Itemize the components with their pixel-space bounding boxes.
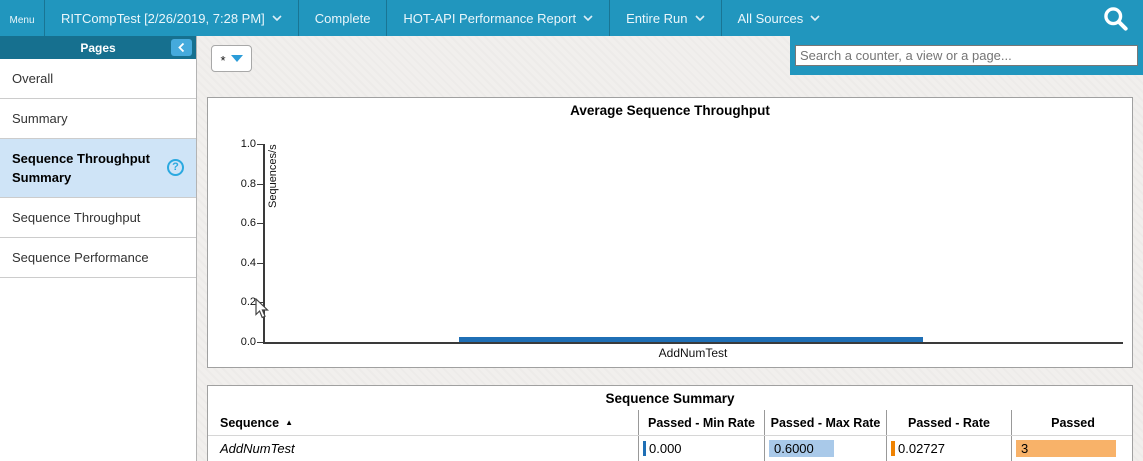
report-type-label: HOT-API Performance Report <box>403 10 577 26</box>
y-tick-label: 0.0 <box>240 336 256 348</box>
report-type-selector[interactable]: HOT-API Performance Report <box>386 0 609 36</box>
y-tick-mark <box>257 223 263 225</box>
sort-ascending-icon: ▲ <box>285 418 293 427</box>
search-icon <box>1104 6 1128 31</box>
table-title: Sequence Summary <box>605 391 735 406</box>
rate-value: 0.02727 <box>898 441 945 456</box>
chevron-down-icon <box>694 15 705 21</box>
y-tick-mark <box>257 183 263 185</box>
sidebar-item-sequence-throughput[interactable]: Sequence Throughput <box>0 198 196 238</box>
filter-dropdown-button[interactable]: * <box>211 45 252 72</box>
report-selector[interactable]: RITCompTest [2/26/2019, 7:28 PM] <box>44 0 298 36</box>
sources-selector[interactable]: All Sources <box>720 0 837 36</box>
table-row[interactable]: AddNumTest 0.000 0.6000 0.02727 3 <box>208 436 1132 461</box>
y-tick-label: 0.4 <box>240 256 256 269</box>
cell-min-rate: 0.000 <box>638 436 764 461</box>
min-rate-bar <box>643 441 646 456</box>
search-input[interactable] <box>795 45 1138 66</box>
search-button[interactable] <box>1088 0 1143 36</box>
run-selector-label: Entire Run <box>626 10 688 26</box>
column-header-passed-min-rate[interactable]: Passed - Min Rate <box>638 410 764 435</box>
cell-sequence: AddNumTest <box>220 441 295 456</box>
y-axis-label: Sequences/s <box>267 144 279 208</box>
sidebar-item-label: Sequence Throughput Summary <box>12 151 150 185</box>
table-header-row: Sequence ▲ Passed - Min Rate Passed - Max… <box>208 410 1132 436</box>
column-label: Sequence <box>220 416 280 430</box>
sidebar-item-sequence-throughput-summary[interactable]: Sequence Throughput Summary ? <box>0 139 196 198</box>
chevron-down-icon <box>272 15 282 21</box>
chart-bar <box>459 337 923 342</box>
top-bar: Menu RITCompTest [2/26/2019, 7:28 PM] Co… <box>0 0 1143 36</box>
sequence-summary-panel: Sequence Summary Sequence ▲ Passed - Min … <box>207 385 1133 461</box>
report-selector-label: RITCompTest [2/26/2019, 7:28 PM] <box>61 10 265 26</box>
chart-panel: Average Sequence Throughput Sequences/s … <box>207 97 1133 368</box>
menu-button[interactable]: Menu <box>0 0 44 36</box>
mouse-cursor <box>255 298 269 319</box>
sources-selector-label: All Sources <box>737 10 804 26</box>
status-label: Complete <box>314 10 371 26</box>
x-category-label: AddNumTest <box>658 346 728 360</box>
rate-bar <box>891 441 895 456</box>
cell-passed: 3 <box>1011 436 1132 461</box>
chevron-down-icon <box>810 15 820 21</box>
min-rate-value: 0.000 <box>649 441 682 456</box>
cell-rate: 0.02727 <box>886 436 1011 461</box>
sidebar-item-sequence-performance[interactable]: Sequence Performance <box>0 238 196 278</box>
search-overlay-panel <box>790 36 1143 75</box>
y-tick-label: 1.0 <box>240 138 256 150</box>
y-axis <box>263 144 265 344</box>
column-header-passed[interactable]: Passed <box>1011 410 1132 435</box>
column-header-passed-rate[interactable]: Passed - Rate <box>886 410 1011 435</box>
sidebar-title: Pages <box>80 40 116 55</box>
help-icon[interactable]: ? <box>167 159 184 176</box>
max-rate-value: 0.6000 <box>774 441 814 456</box>
status-badge: Complete <box>297 0 387 36</box>
y-tick-label: 0.8 <box>240 177 256 190</box>
cell-max-rate: 0.6000 <box>764 436 886 461</box>
sidebar-item-overall[interactable]: Overall <box>0 59 196 99</box>
chevron-left-icon <box>178 42 185 53</box>
y-tick-label: 0.6 <box>240 217 256 230</box>
pages-sidebar: Pages Overall Summary Sequence Throughpu… <box>0 36 197 461</box>
max-rate-bar: 0.6000 <box>769 440 834 457</box>
chart-title: Average Sequence Throughput <box>570 103 770 118</box>
column-header-sequence[interactable]: Sequence ▲ <box>208 410 638 435</box>
passed-value: 3 <box>1021 441 1029 456</box>
y-tick-mark <box>257 262 263 264</box>
sidebar-header: Pages <box>0 36 196 59</box>
passed-bar: 3 <box>1016 440 1116 457</box>
chart-plot: Sequences/s 1.0 0.8 0.6 0.4 0.2 0.0 AddNumTes… <box>208 98 1132 367</box>
chevron-down-icon <box>583 15 593 21</box>
dropdown-arrow-icon <box>230 55 243 62</box>
run-selector[interactable]: Entire Run <box>609 0 720 36</box>
y-tick-label: 0.2 <box>240 296 256 309</box>
x-axis <box>263 342 1123 344</box>
column-header-passed-max-rate[interactable]: Passed - Max Rate <box>764 410 886 435</box>
menu-label: Menu <box>9 14 35 26</box>
y-tick-mark <box>257 144 263 145</box>
sidebar-collapse-button[interactable] <box>171 39 192 56</box>
filter-button-label: * <box>220 52 226 68</box>
sidebar-item-summary[interactable]: Summary <box>0 99 196 139</box>
y-tick-mark <box>257 342 263 343</box>
